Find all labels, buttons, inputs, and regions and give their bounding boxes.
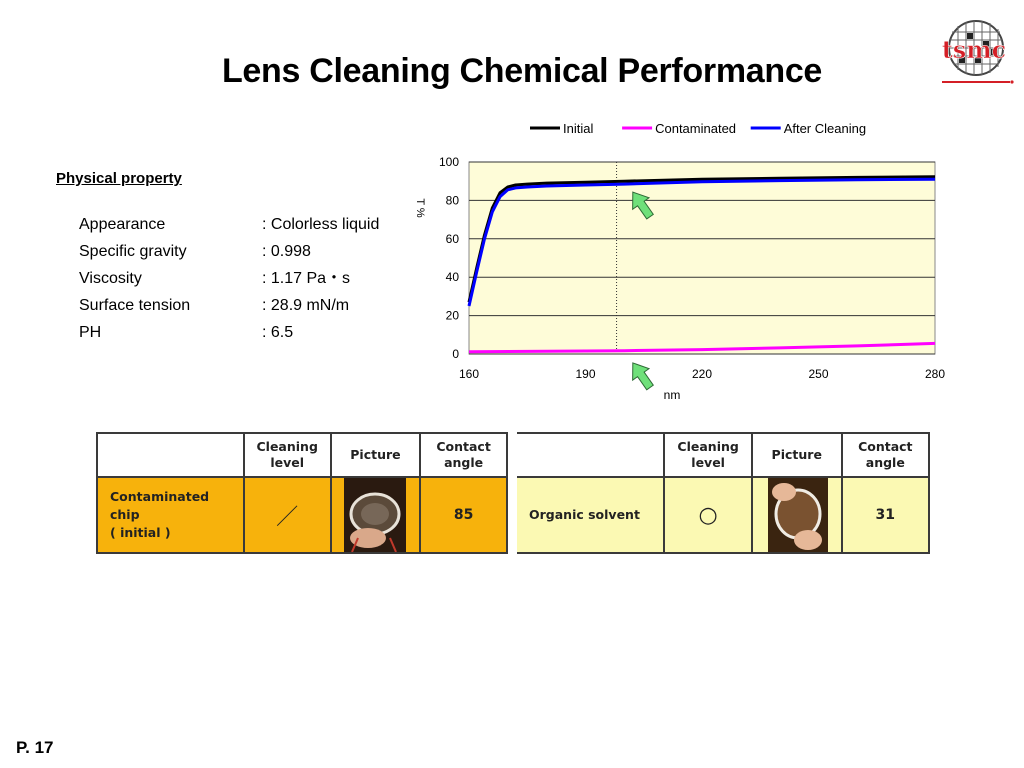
- prop-row-ph: PH : 6.5: [79, 322, 409, 349]
- plot-area: [468, 161, 936, 355]
- row-label: Organic solvent: [514, 476, 666, 554]
- x-tick-label: 160: [459, 367, 479, 381]
- physical-property-heading: Physical property: [56, 170, 182, 187]
- slide-title: Lens Cleaning Chemical Performance: [221, 52, 823, 90]
- row-label: Contaminated chip ( initial ): [96, 476, 245, 554]
- series-line-contaminated: [468, 341, 936, 354]
- prop-value: : 1.17 Pa・s: [262, 270, 351, 287]
- legend-label: After Cleaning: [784, 121, 866, 136]
- green-arrow: [632, 362, 654, 391]
- lens-picture-cell: [750, 476, 843, 554]
- y-axis-label: T %: [414, 198, 426, 218]
- logo-text: tsmc: [942, 35, 1007, 64]
- x-axis-label: nm: [664, 388, 681, 402]
- x-tick-label: 280: [925, 367, 945, 381]
- y-tick-label: 40: [446, 270, 460, 284]
- x-tick-label: 190: [575, 367, 595, 381]
- header-cleaning-level: Cleaning level: [663, 432, 753, 478]
- green-arrow: [632, 191, 654, 220]
- y-tick-label: 100: [439, 155, 459, 169]
- header-contact-angle: Contact angle: [840, 432, 931, 478]
- page-number: P. 17: [16, 738, 54, 757]
- x-tick-label: 220: [692, 367, 712, 381]
- prop-value: : Colorless liquid: [262, 216, 380, 233]
- cleaning-table-organic: Cleaning level Picture Contact angle Org…: [514, 432, 931, 554]
- header-blank: [96, 432, 245, 478]
- prop-row-appearance: Appearance : Colorless liquid: [79, 214, 409, 241]
- prop-row-viscosity: Viscosity : 1.17 Pa・s: [79, 268, 409, 295]
- header-blank: [514, 432, 666, 478]
- cleaning-level-circle: ○: [663, 476, 753, 554]
- cleaning-table-initial: Cleaning level Picture Contact angle Con…: [96, 432, 508, 554]
- lens-picture-cell: [329, 476, 422, 554]
- cleaned-lens-photo: [767, 478, 828, 552]
- contact-angle-value: 31: [840, 476, 931, 554]
- prop-value: : 6.5: [262, 324, 294, 341]
- header-cleaning-level: Cleaning level: [242, 432, 332, 478]
- prop-name: Viscosity: [79, 270, 142, 287]
- prop-name: Surface tension: [79, 297, 191, 314]
- prop-row-surface-tension: Surface tension : 28.9 mN/m: [79, 295, 409, 322]
- contaminated-lens-photo: [344, 478, 407, 552]
- prop-name: PH: [79, 324, 102, 341]
- x-tick-label: 250: [808, 367, 828, 381]
- header-contact-angle: Contact angle: [419, 432, 508, 478]
- header-picture: Picture: [329, 432, 422, 478]
- legend-label: Initial: [563, 121, 593, 136]
- prop-value: : 28.9 mN/m: [262, 297, 350, 314]
- prop-name: Appearance: [79, 216, 166, 233]
- legend-label: Contaminated: [655, 121, 736, 136]
- tsmc-logo: tsmc: [941, 20, 1014, 84]
- contact-angle-value: 85: [419, 476, 508, 554]
- y-tick-label: 80: [446, 193, 460, 207]
- physical-property-list: Appearance : Colorless liquid Specific g…: [79, 214, 409, 349]
- cleaning-level-slash: ／: [242, 476, 332, 554]
- y-tick-label: 20: [446, 309, 460, 323]
- transmittance-chart: 0 20 40 60 80 100 160 190 220 250 280 nm T % Initial C…: [414, 121, 945, 402]
- prop-value: : 0.998: [262, 243, 311, 260]
- y-tick-label: 0: [452, 347, 459, 361]
- prop-name: Specific gravity: [79, 243, 187, 260]
- header-picture: Picture: [750, 432, 843, 478]
- series-line-after-cleaning: [467, 177, 936, 307]
- prop-row-specific-gravity: Specific gravity : 0.998: [79, 241, 409, 268]
- y-tick-label: 60: [446, 232, 460, 246]
